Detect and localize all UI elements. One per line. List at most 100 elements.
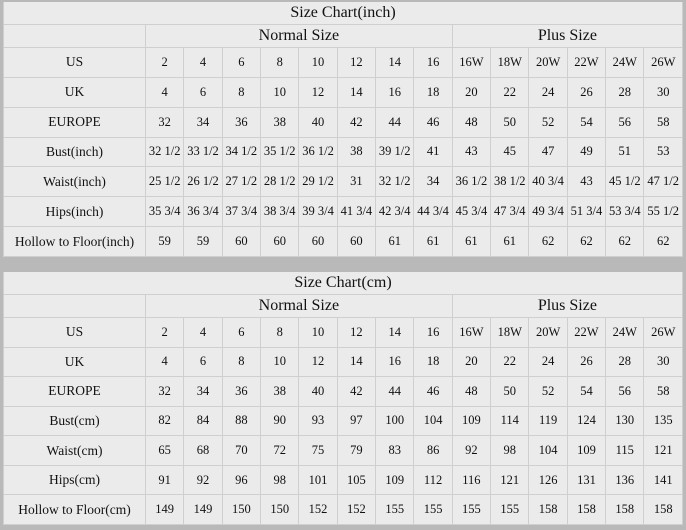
row-label: US (3, 317, 146, 348)
table-cell: 28 1/2 (260, 166, 300, 198)
table-cell: 8 (221, 346, 262, 378)
table-cell: 58 (643, 376, 683, 407)
table-cell: 53 3/4 (605, 196, 645, 228)
table-cell: 24 (528, 346, 568, 378)
table-cell: 12 (336, 47, 377, 78)
table-cell: 158 (528, 494, 568, 525)
table-cell: 92 (183, 464, 223, 496)
table-row: Hips(inch) 35 3/4 36 3/4 37 3/4 38 3/4 39 3/4… (3, 196, 683, 228)
table-cell: 39 3/4 (298, 196, 338, 228)
table-cell: 30 (643, 76, 683, 108)
table-cell: 62 (605, 226, 645, 257)
table-cell: 52 (528, 376, 568, 407)
table-cell: 18W (490, 47, 530, 78)
table-row: UK 4 6 8 10 12 14 16 18 20 22 24 26 28 30 (3, 76, 683, 108)
table-cell: 46 (413, 376, 453, 407)
table-cell: 88 (221, 405, 262, 437)
table-cell: 40 (298, 376, 338, 407)
table-row: EUROPE 32 34 36 38 40 42 44 46 48 50 52 54 56 58 (3, 376, 683, 407)
table-cell: 54 (566, 106, 607, 138)
table-cell: 50 (490, 106, 530, 138)
table-cell: 59 (144, 226, 185, 257)
table-cell: 10 (298, 47, 338, 78)
table-cell: 114 (490, 405, 530, 437)
table-cell: 155 (451, 494, 492, 525)
row-label: Hollow to Floor(cm) (3, 494, 146, 525)
table-cell: 68 (183, 435, 223, 466)
table-cell: 61 (413, 226, 453, 257)
size-chart-cm: Size Chart(cm) Normal Size Plus Size US 2 4 6 8… (3, 272, 684, 525)
table-row: US 2 4 6 8 10 12 14 16 16W 18W 20W 22W 24W 26W (3, 47, 683, 78)
table-cell: 40 3/4 (528, 166, 568, 198)
table-cell: 33 1/2 (183, 136, 223, 168)
table-cell: 2 (144, 317, 185, 348)
table-cell: 158 (566, 494, 607, 525)
table-cell: 12 (336, 317, 377, 348)
table-cell: 79 (336, 435, 377, 466)
table-cell: 31 (336, 166, 377, 198)
table-cell: 32 1/2 (375, 166, 415, 198)
table-cell: 104 (528, 435, 568, 466)
table-cell: 44 (375, 376, 415, 407)
table-cell: 38 3/4 (260, 196, 300, 228)
row-label: UK (3, 76, 146, 108)
table-cell: 24W (605, 317, 645, 348)
table-cell: 149 (144, 494, 185, 525)
table-cell: 115 (605, 435, 645, 466)
row-label: Hollow to Floor(inch) (3, 226, 146, 257)
chart-title: Size Chart(inch) (3, 2, 683, 25)
table-row: Bust(inch) 32 1/2 33 1/2 34 1/2 35 1/2 36 1/2… (3, 136, 683, 168)
table-cell: 43 (451, 136, 492, 168)
table-cell: 104 (413, 405, 453, 437)
table-cell: 45 (490, 136, 530, 168)
table-cell: 109 (566, 435, 607, 466)
table-row: Hollow to Floor(inch) 59 59 60 60 60 60 61 61 61 6… (3, 226, 683, 257)
table-cell: 130 (605, 405, 645, 437)
group-plus-size: Plus Size (451, 294, 684, 318)
group-normal-size: Normal Size (145, 294, 453, 318)
table-cell: 45 3/4 (451, 196, 492, 228)
table-cell: 43 (566, 166, 607, 198)
table-cell: 61 (451, 226, 492, 257)
table-cell: 26 1/2 (183, 166, 223, 198)
table-cell: 29 1/2 (298, 166, 338, 198)
title-row: Size Chart(inch) (3, 2, 683, 25)
chart-title: Size Chart(cm) (3, 272, 683, 295)
table-cell: 26 (566, 346, 607, 378)
table-cell: 135 (643, 405, 683, 437)
table-cell: 18 (413, 346, 453, 378)
table-cell: 4 (183, 317, 223, 348)
table-cell: 59 (183, 226, 223, 257)
table-cell: 26W (643, 317, 683, 348)
table-cell: 42 (336, 376, 377, 407)
table-cell: 83 (375, 435, 415, 466)
table-cell: 36 1/2 (298, 136, 338, 168)
table-cell: 8 (221, 76, 262, 108)
table-cell: 119 (528, 405, 568, 437)
row-label: Waist(inch) (3, 166, 146, 198)
table-cell: 84 (183, 405, 223, 437)
table-row: Hollow to Floor(cm) 149 149 150 150 152 152 155… (3, 494, 683, 525)
table-cell: 16 (413, 317, 453, 348)
table-cell: 6 (183, 346, 223, 378)
table-cell: 42 3/4 (375, 196, 415, 228)
table-row: EUROPE 32 34 36 38 40 42 44 46 48 50 52 54 56 58 (3, 106, 683, 138)
table-cell: 34 (183, 376, 223, 407)
table-cell: 14 (336, 346, 377, 378)
table-cell: 126 (528, 464, 568, 496)
table-cell: 97 (336, 405, 377, 437)
table-cell: 62 (643, 226, 683, 257)
table-cell: 41 (413, 136, 453, 168)
size-table: Size Chart(cm) Normal Size Plus Size US 2 4 6 8… (3, 272, 684, 525)
table-cell: 96 (221, 464, 262, 496)
table-cell: 40 (298, 106, 338, 138)
group-plus-size: Plus Size (451, 24, 684, 48)
table-cell: 22W (566, 47, 607, 78)
table-cell: 37 3/4 (221, 196, 262, 228)
table-cell: 20W (528, 47, 568, 78)
size-chart-inch: Size Chart(inch) Normal Size Plus Size US 2 4… (3, 2, 684, 257)
table-cell: 47 3/4 (490, 196, 530, 228)
table-cell: 62 (528, 226, 568, 257)
table-cell: 35 1/2 (260, 136, 300, 168)
table-cell: 36 1/2 (451, 166, 492, 198)
